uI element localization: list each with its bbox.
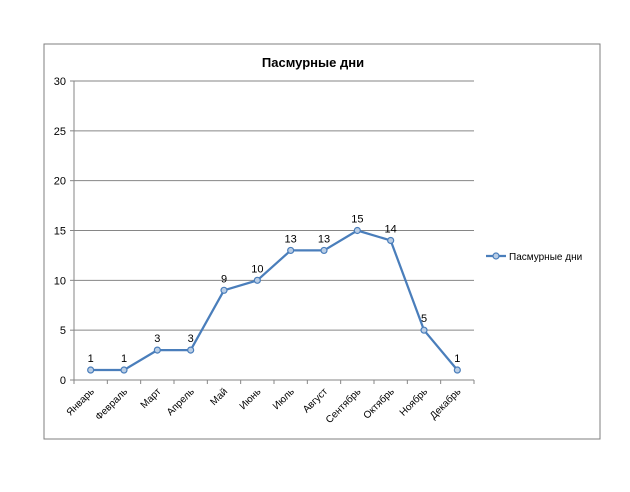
y-tick-label: 5: [60, 325, 66, 337]
data-label: 13: [285, 233, 297, 245]
data-point: [187, 346, 195, 354]
data-point: [153, 346, 161, 354]
data-label: 10: [251, 263, 263, 275]
data-point: [87, 366, 95, 374]
data-point: [353, 226, 361, 235]
y-tick-label: 15: [54, 226, 66, 238]
data-point: [120, 366, 128, 374]
legend: Пасмурные дни: [486, 252, 582, 263]
chart-title: Пасмурные дни: [262, 55, 364, 70]
data-label: 14: [385, 223, 397, 235]
data-label: 1: [121, 353, 127, 365]
y-tick-label: 20: [54, 176, 66, 188]
data-point: [453, 366, 461, 374]
data-point: [220, 286, 228, 294]
y-tick-label: 10: [54, 275, 66, 287]
chart-border: [43, 43, 601, 440]
data-label: 3: [188, 333, 194, 345]
data-point: [387, 236, 395, 245]
y-tick-label: 30: [54, 76, 66, 88]
data-point: [320, 246, 328, 255]
gridlines: [74, 80, 474, 331]
data-label: 5: [421, 313, 427, 325]
series-line: [90, 229, 459, 372]
data-label: 13: [318, 233, 330, 245]
data-point: [287, 246, 295, 255]
data-point: [253, 276, 261, 284]
y-tick-label: 0: [60, 375, 66, 387]
data-point: [420, 326, 428, 334]
data-label: 9: [221, 273, 227, 285]
y-tick-label: 25: [54, 126, 66, 138]
legend-label: Пасмурные дни: [509, 252, 582, 263]
data-label: 1: [454, 353, 460, 365]
legend-marker: [492, 252, 500, 260]
data-label: 15: [351, 214, 363, 226]
data-label: 3: [154, 333, 160, 345]
data-label: 1: [88, 353, 94, 365]
